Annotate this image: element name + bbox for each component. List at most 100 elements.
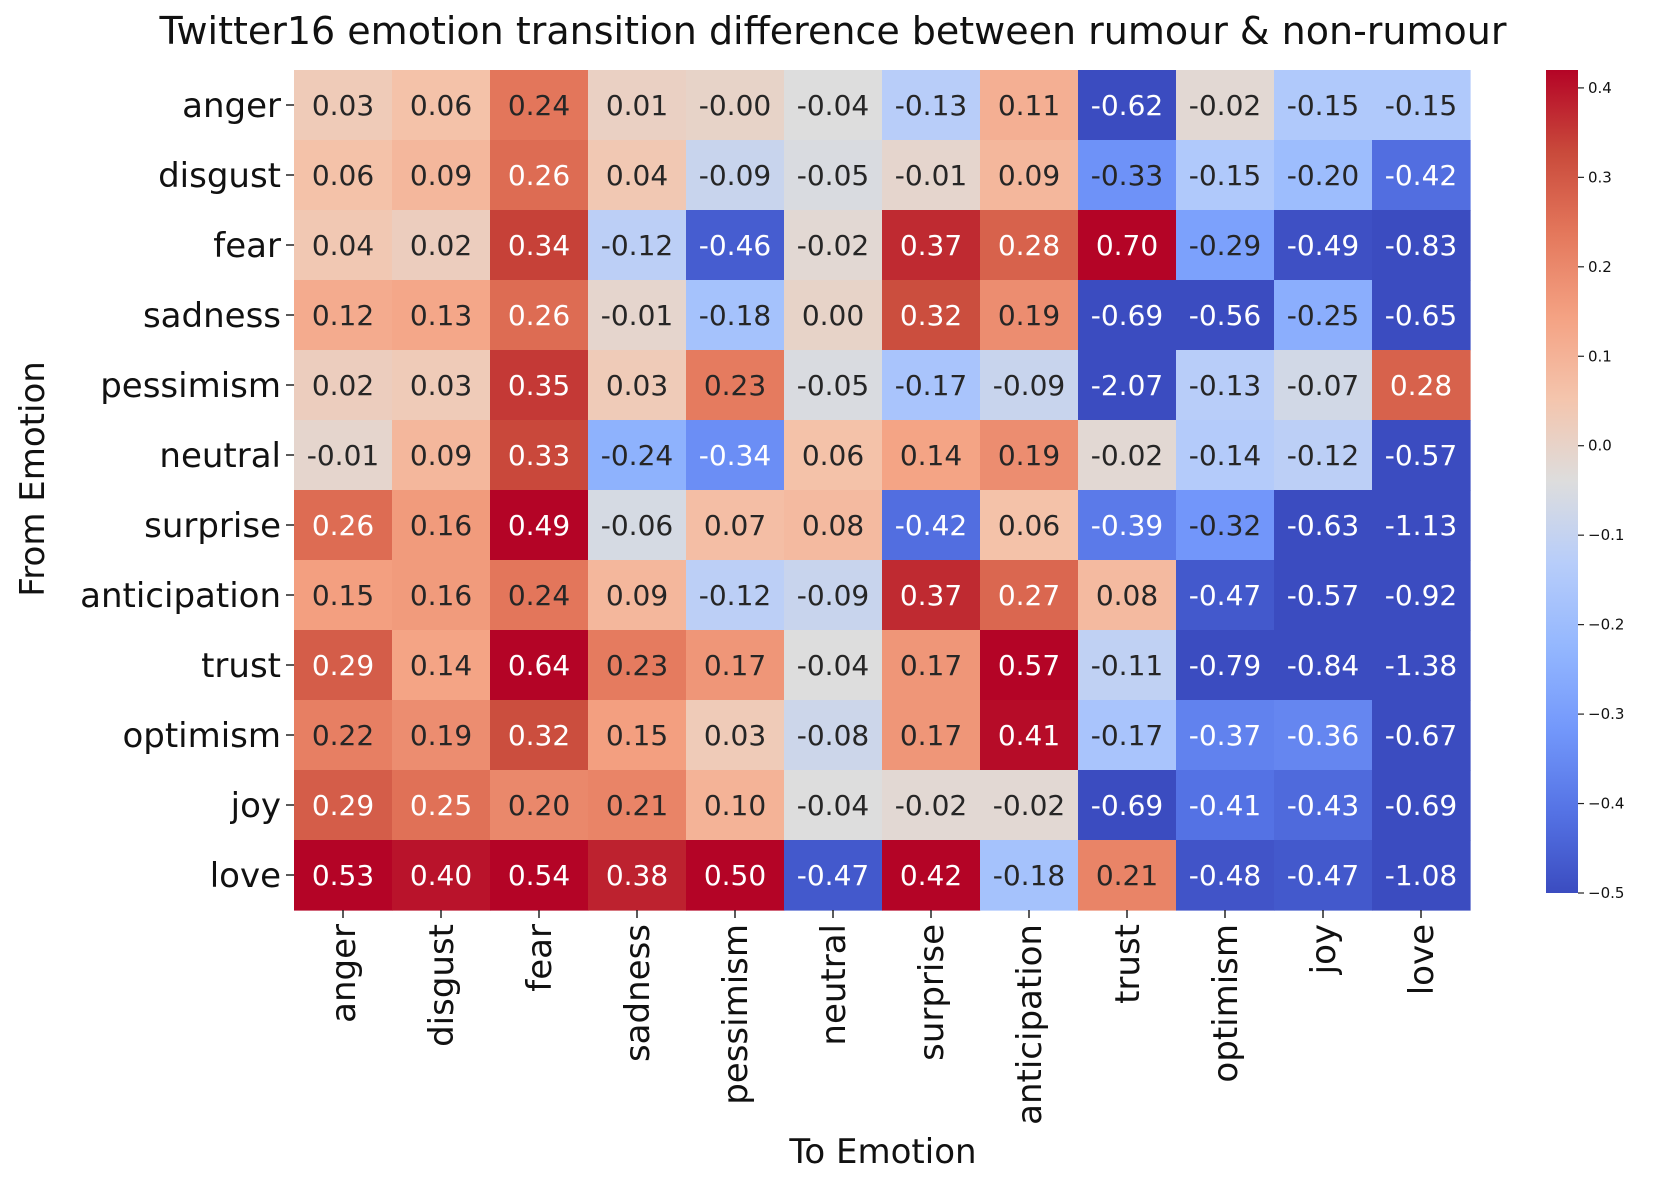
cell-value-label: 0.15 [606,719,668,752]
cell-value-label: -1.13 [1385,509,1457,542]
cell-value-label: 0.37 [900,229,962,262]
cell-love-to-anger [294,840,393,911]
cell-joy-to-surprise [882,770,981,841]
cell-optimism-to-fear [490,700,589,771]
cell-value-label: 0.15 [312,579,374,612]
cell-value-label: -0.24 [601,439,673,472]
cell-optimism-to-disgust [392,700,491,771]
cell-value-label: 0.21 [1096,859,1158,892]
cell-value-label: -0.13 [1189,369,1261,402]
cell-joy-to-love [1372,770,1471,841]
y-tick-label-pessimism: pessimism [100,366,281,406]
cell-value-label: 0.50 [704,859,766,892]
cell-joy-to-anticipation [980,770,1079,841]
cell-trust-to-sadness [588,630,687,701]
cell-value-label: 0.06 [410,89,472,122]
cell-value-label: -0.13 [895,89,967,122]
y-tick-label-surprise: surprise [144,506,281,546]
cell-value-label: 0.70 [1096,229,1158,262]
cell-value-label: -0.15 [1385,89,1457,122]
cell-value-label: -0.12 [601,229,673,262]
cell-sadness-to-disgust [392,280,491,351]
cell-neutral-to-neutral [784,420,883,491]
cell-value-label: 0.34 [508,229,570,262]
cell-love-to-optimism [1176,840,1275,911]
cell-value-label: -0.05 [797,159,869,192]
cell-optimism-to-optimism [1176,700,1275,771]
cell-sadness-to-surprise [882,280,981,351]
cell-optimism-to-anger [294,700,393,771]
cell-optimism-to-pessimism [686,700,785,771]
cell-love-to-pessimism [686,840,785,911]
cell-value-label: 0.06 [312,159,374,192]
cell-value-label: 0.14 [410,649,472,682]
x-tick-label-surprise: surprise [912,924,952,1061]
cell-value-label: 0.17 [900,719,962,752]
cell-value-label: -0.08 [797,719,869,752]
cell-value-label: -0.05 [797,369,869,402]
cell-optimism-to-joy [1274,700,1373,771]
cell-value-label: -0.17 [1091,719,1163,752]
cell-value-label: -0.69 [1091,789,1163,822]
cell-value-label: -0.25 [1287,299,1359,332]
cell-surprise-to-sadness [588,490,687,561]
cell-trust-to-disgust [392,630,491,701]
cell-value-label: 0.40 [410,859,472,892]
x-axis-ticks: anger disgust fear sadness pessimism neutral s… [324,910,1442,1125]
colorbar-tick-label: −0.5 [1588,884,1624,902]
cell-value-label: -0.48 [1189,859,1261,892]
cell-trust-to-anticipation [980,630,1079,701]
cell-value-label: -0.02 [1091,439,1163,472]
cell-value-label: -0.67 [1385,719,1457,752]
cell-value-label: 0.06 [802,439,864,472]
cell-value-label: 0.26 [508,159,570,192]
cell-value-label: -0.33 [1091,159,1163,192]
cell-anticipation-to-pessimism [686,560,785,631]
cell-value-label: -0.84 [1287,649,1359,682]
cell-trust-to-neutral [784,630,883,701]
y-tick-label-anger: anger [182,86,281,126]
cell-value-label: -0.14 [1189,439,1261,472]
x-tick-label-trust: trust [1108,924,1148,1004]
cell-surprise-to-fear [490,490,589,561]
cell-sadness-to-neutral [784,280,883,351]
cell-value-label: 0.57 [998,649,1060,682]
cell-neutral-to-joy [1274,420,1373,491]
cell-value-label: 0.37 [900,579,962,612]
cell-neutral-to-love [1372,420,1471,491]
cell-neutral-to-anger [294,420,393,491]
cell-disgust-to-trust [1078,140,1177,211]
cell-value-label: 0.28 [1390,369,1452,402]
cell-value-label: 0.19 [410,719,472,752]
cell-value-label: -0.56 [1189,299,1261,332]
cell-anger-to-optimism [1176,70,1275,141]
cell-anticipation-to-love [1372,560,1471,631]
cell-value-label: 0.42 [900,859,962,892]
cell-value-label: 0.32 [900,299,962,332]
cell-trust-to-anger [294,630,393,701]
cell-value-label: -0.09 [993,369,1065,402]
cell-sadness-to-anger [294,280,393,351]
cell-value-label: -0.04 [797,89,869,122]
cell-neutral-to-sadness [588,420,687,491]
x-tick-label-anger: anger [324,924,364,1023]
x-tick-label-sadness: sadness [618,924,658,1062]
cell-love-to-fear [490,840,589,911]
cell-joy-to-pessimism [686,770,785,841]
x-tick-label-disgust: disgust [422,924,462,1047]
cell-surprise-to-disgust [392,490,491,561]
colorbar-tick-label: 0.3 [1588,168,1612,186]
cell-value-label: 0.13 [410,299,472,332]
cell-surprise-to-optimism [1176,490,1275,561]
cell-value-label: 0.12 [312,299,374,332]
cell-joy-to-optimism [1176,770,1275,841]
cell-surprise-to-love [1372,490,1471,561]
cell-value-label: -0.04 [797,649,869,682]
cell-fear-to-anticipation [980,210,1079,281]
cell-value-label: 0.33 [508,439,570,472]
cell-value-label: -0.18 [699,299,771,332]
cell-value-label: 0.29 [312,649,374,682]
cell-anticipation-to-surprise [882,560,981,631]
cell-value-label: 0.08 [1096,579,1158,612]
cell-joy-to-joy [1274,770,1373,841]
